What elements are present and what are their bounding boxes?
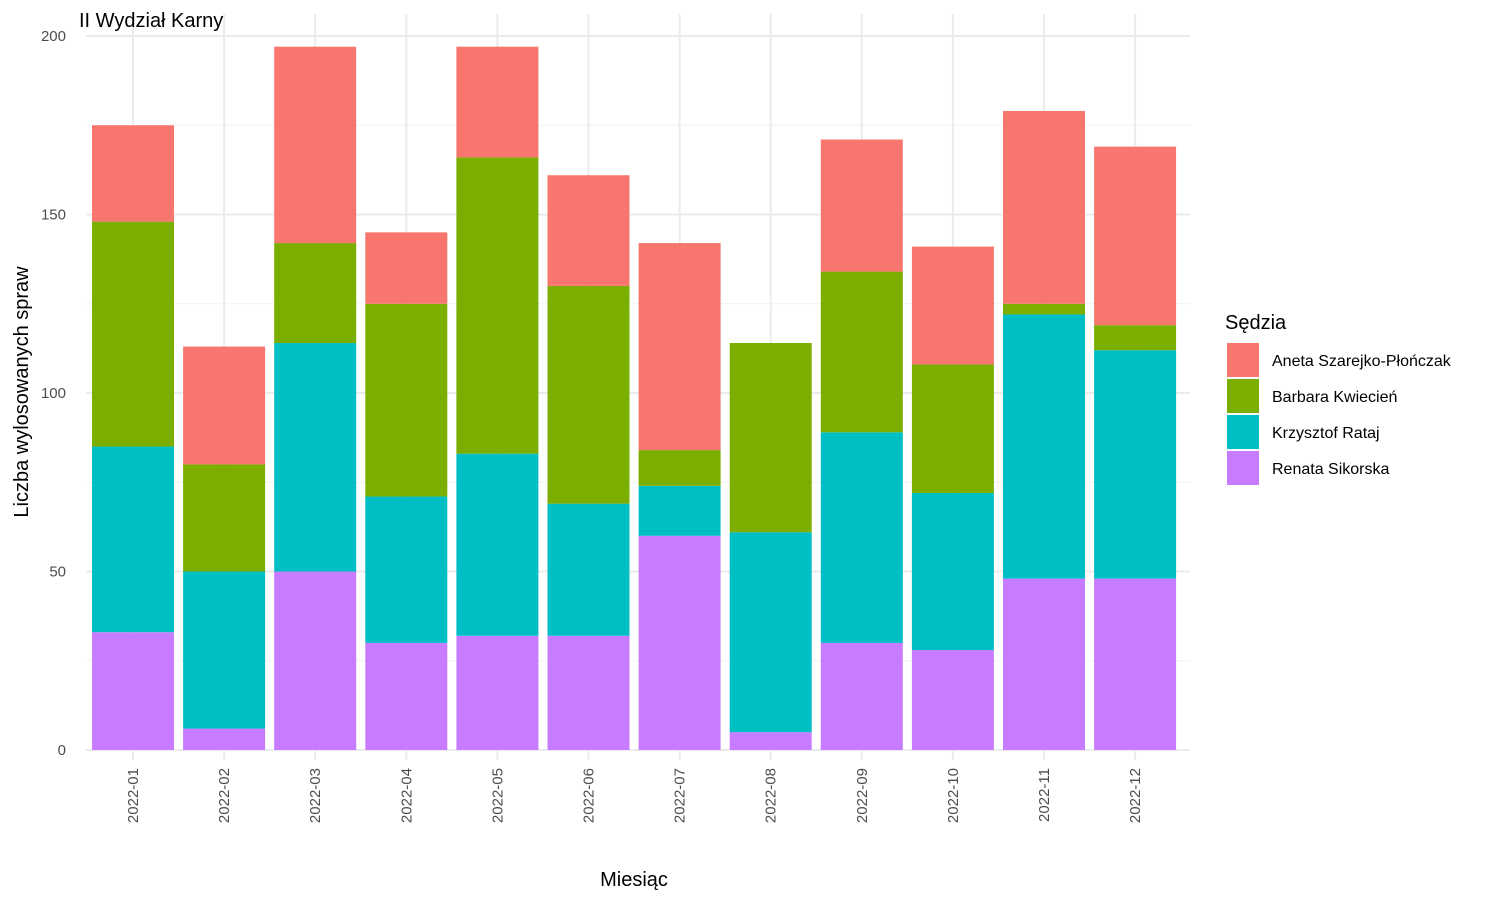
bar-aneta-szarejko-p-onczak-2022-05 <box>456 46 539 158</box>
bar-renata-sikorska-2022-10 <box>911 650 994 750</box>
bar-krzysztof-rataj-2022-09 <box>820 432 903 643</box>
x-tick-label: 2022-12 <box>1127 768 1144 823</box>
bar-renata-sikorska-2022-07 <box>638 535 721 750</box>
x-tick-label: 2022-06 <box>581 768 598 823</box>
bar-krzysztof-rataj-2022-02 <box>183 571 266 729</box>
bar-aneta-szarejko-p-onczak-2022-01 <box>92 125 174 222</box>
x-tick-label: 2022-05 <box>489 768 506 823</box>
bar-renata-sikorska-2022-08 <box>729 732 812 750</box>
bar-aneta-szarejko-p-onczak-2022-11 <box>1003 110 1085 304</box>
bar-aneta-szarejko-p-onczak-2022-12 <box>1094 146 1177 326</box>
bar-krzysztof-rataj-2022-05 <box>456 453 539 636</box>
legend-key <box>1227 343 1259 377</box>
bar-barbara-kwiecien-2022-06 <box>547 285 630 504</box>
bar-barbara-kwiecien-2022-07 <box>638 450 721 486</box>
bar-renata-sikorska-2022-09 <box>820 642 903 750</box>
bar-krzysztof-rataj-2022-01 <box>92 446 174 633</box>
bar-renata-sikorska-2022-05 <box>456 635 539 750</box>
x-axis: 2022-01 2022-02 2022-03 2022-04 2022-05 2022-… <box>125 768 1144 823</box>
y-tick-label: 150 <box>41 207 66 224</box>
bar-barbara-kwiecien-2022-01 <box>92 221 174 447</box>
bar-barbara-kwiecien-2022-08 <box>729 343 812 533</box>
x-tick-label: 2022-09 <box>854 768 871 823</box>
y-tick-label: 200 <box>41 28 66 45</box>
bar-renata-sikorska-2022-11 <box>1003 578 1085 750</box>
bar-renata-sikorska-2022-04 <box>365 642 448 750</box>
y-axis-title: Liczba wylosowanych spraw <box>11 266 33 518</box>
bar-aneta-szarejko-p-onczak-2022-02 <box>183 346 266 465</box>
bar-aneta-szarejko-p-onczak-2022-06 <box>547 175 630 286</box>
legend-label: Krzysztof Rataj <box>1272 425 1380 442</box>
bar-renata-sikorska-2022-06 <box>547 635 630 750</box>
bar-aneta-szarejko-p-onczak-2022-09 <box>820 139 903 272</box>
chart-title: II Wydział Karny <box>79 10 223 32</box>
y-tick-label: 50 <box>49 564 66 581</box>
bar-krzysztof-rataj-2022-04 <box>365 496 448 643</box>
bar-krzysztof-rataj-2022-07 <box>638 485 721 536</box>
bars <box>92 46 1177 750</box>
bar-krzysztof-rataj-2022-06 <box>547 503 630 636</box>
legend-label: Aneta Szarejko-Płończak <box>1272 353 1452 370</box>
legend-key <box>1227 379 1259 413</box>
bar-renata-sikorska-2022-03 <box>274 571 357 750</box>
legend-key <box>1227 415 1259 449</box>
x-tick-label: 2022-10 <box>945 768 962 823</box>
bar-aneta-szarejko-p-onczak-2022-04 <box>365 232 448 304</box>
bar-renata-sikorska-2022-12 <box>1094 578 1177 750</box>
legend-key <box>1227 451 1259 485</box>
bar-krzysztof-rataj-2022-11 <box>1003 314 1085 579</box>
legend: Sędzia Aneta Szarejko-Płończak Barbara Kw… <box>1225 312 1452 485</box>
bar-barbara-kwiecien-2022-12 <box>1094 325 1177 351</box>
bar-krzysztof-rataj-2022-10 <box>911 492 994 651</box>
bar-aneta-szarejko-p-onczak-2022-03 <box>274 46 357 244</box>
bar-krzysztof-rataj-2022-03 <box>274 343 357 572</box>
bar-renata-sikorska-2022-01 <box>92 632 174 750</box>
x-tick-label: 2022-08 <box>763 768 780 823</box>
bar-barbara-kwiecien-2022-03 <box>274 243 357 344</box>
bar-aneta-szarejko-p-onczak-2022-10 <box>911 246 994 365</box>
bar-renata-sikorska-2022-02 <box>183 728 266 750</box>
y-tick-label: 100 <box>41 385 66 402</box>
x-tick-label: 2022-02 <box>216 768 233 823</box>
bar-krzysztof-rataj-2022-12 <box>1094 350 1177 579</box>
bar-barbara-kwiecien-2022-02 <box>183 464 266 572</box>
bar-barbara-kwiecien-2022-09 <box>820 271 903 433</box>
x-tick-label: 2022-11 <box>1036 768 1053 822</box>
bar-barbara-kwiecien-2022-05 <box>456 157 539 454</box>
bar-barbara-kwiecien-2022-10 <box>911 364 994 493</box>
x-tick-label: 2022-07 <box>672 768 689 823</box>
y-axis: 0 50 100 150 200 <box>41 28 66 759</box>
bar-barbara-kwiecien-2022-11 <box>1003 303 1085 315</box>
legend-label: Renata Sikorska <box>1272 461 1389 478</box>
x-axis-title: Miesiąc <box>600 869 668 891</box>
legend-label: Barbara Kwiecień <box>1272 389 1397 406</box>
x-tick-label: 2022-01 <box>125 768 142 823</box>
x-tick-label: 2022-03 <box>307 768 324 823</box>
bar-krzysztof-rataj-2022-08 <box>729 532 812 733</box>
y-tick-label: 0 <box>58 742 66 759</box>
x-tick-label: 2022-04 <box>398 768 415 823</box>
legend-title: Sędzia <box>1225 312 1287 334</box>
bar-barbara-kwiecien-2022-04 <box>365 303 448 497</box>
bar-aneta-szarejko-p-onczak-2022-07 <box>638 243 721 451</box>
